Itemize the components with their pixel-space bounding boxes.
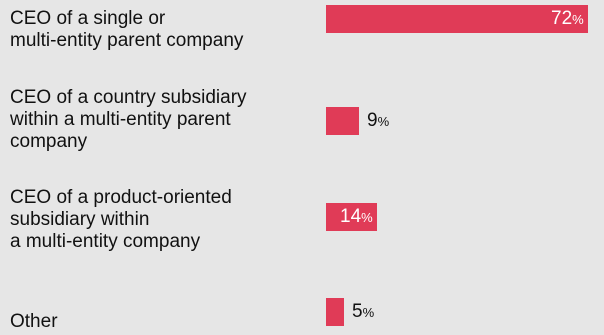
value-unit: % [361,210,373,225]
value-unit: % [377,114,390,129]
value-unit: % [572,12,584,27]
value-number: 5 [352,301,363,322]
category-label: CEO of a product-oriented subsidiary wit… [10,187,232,252]
value-unit: % [362,305,375,320]
value-label: 5% [352,301,374,324]
bar [326,298,344,326]
value-label: 14% [340,206,373,229]
bar [326,107,359,135]
value-number: 9 [367,110,378,131]
category-label: CEO of a single or multi-entity parent c… [10,8,244,51]
value-label: 9% [367,110,389,133]
category-label: CEO of a country subsidiary within a mul… [10,87,247,152]
value-label: 72% [551,8,584,31]
value-number: 72 [551,8,573,29]
bar [326,203,377,231]
bar [326,5,588,33]
category-label: Other [10,311,58,332]
value-number: 14 [340,206,362,227]
